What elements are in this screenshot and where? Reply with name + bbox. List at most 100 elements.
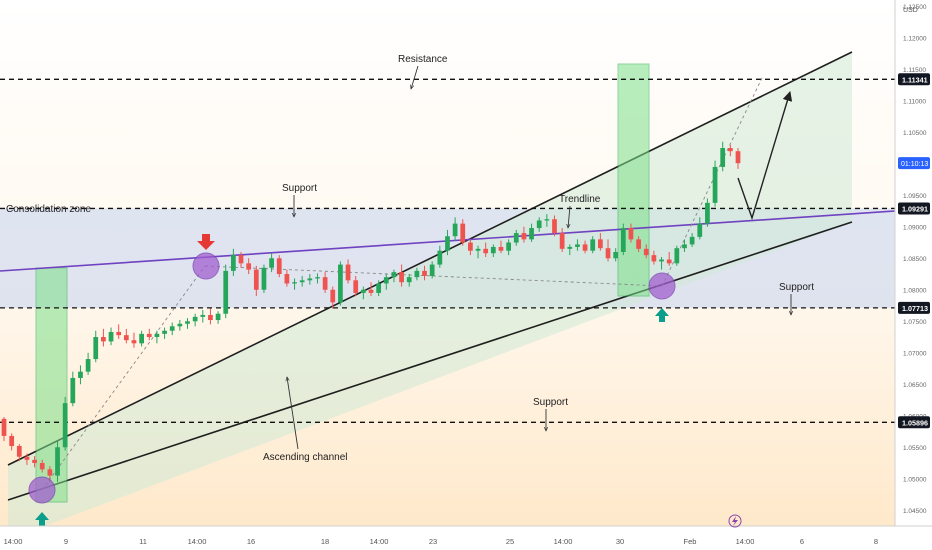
candle[interactable] xyxy=(689,233,695,247)
candle[interactable] xyxy=(292,278,297,290)
candle[interactable] xyxy=(315,273,320,284)
candle[interactable] xyxy=(674,245,680,266)
candle[interactable] xyxy=(276,255,282,278)
candle[interactable] xyxy=(284,269,290,287)
candle[interactable] xyxy=(253,265,259,297)
time-axis[interactable]: 14:00 9 11 14:00 16 18 14:00 23 25 14:00 30 Feb 14:0… xyxy=(0,525,932,550)
candle[interactable] xyxy=(529,223,534,242)
candle[interactable] xyxy=(567,244,573,256)
candle[interactable] xyxy=(506,239,511,256)
candle[interactable] xyxy=(483,242,489,258)
candle[interactable] xyxy=(39,459,45,473)
candle[interactable] xyxy=(162,327,167,339)
candle[interactable] xyxy=(437,245,443,268)
candle[interactable] xyxy=(468,239,473,256)
candle[interactable] xyxy=(368,282,374,297)
candle[interactable] xyxy=(223,264,229,319)
candle[interactable] xyxy=(391,269,397,283)
candle[interactable] xyxy=(353,275,359,297)
candle[interactable] xyxy=(720,141,726,172)
candle[interactable] xyxy=(376,280,382,297)
candle[interactable] xyxy=(345,259,351,284)
candle[interactable] xyxy=(399,264,404,287)
candle[interactable] xyxy=(1,417,7,441)
candle[interactable] xyxy=(231,248,236,276)
candle[interactable] xyxy=(659,257,664,270)
candle[interactable] xyxy=(406,274,412,287)
candle[interactable] xyxy=(383,274,389,290)
candle[interactable] xyxy=(78,365,83,385)
candle[interactable] xyxy=(261,264,267,293)
candle[interactable] xyxy=(429,261,435,279)
candle[interactable] xyxy=(651,250,657,265)
candle[interactable] xyxy=(590,236,596,254)
candle[interactable] xyxy=(452,217,458,241)
flash-icon[interactable] xyxy=(728,514,742,528)
candle[interactable] xyxy=(208,308,213,325)
candle[interactable] xyxy=(544,214,550,227)
candle[interactable] xyxy=(697,217,703,240)
candle[interactable] xyxy=(414,267,420,281)
candle[interactable] xyxy=(598,233,603,251)
candle[interactable] xyxy=(498,240,504,254)
candle[interactable] xyxy=(16,444,22,462)
candle[interactable] xyxy=(559,228,565,252)
candle[interactable] xyxy=(131,332,137,348)
candle[interactable] xyxy=(55,440,60,482)
candle[interactable] xyxy=(85,352,91,375)
candle[interactable] xyxy=(108,327,114,346)
candle[interactable] xyxy=(422,265,427,281)
candle[interactable] xyxy=(575,239,580,251)
candle[interactable] xyxy=(475,245,481,259)
candle[interactable] xyxy=(620,223,626,256)
candle[interactable] xyxy=(123,328,129,344)
candle[interactable] xyxy=(727,144,733,157)
candle[interactable] xyxy=(116,324,122,339)
candle[interactable] xyxy=(521,226,527,243)
candle[interactable] xyxy=(628,223,634,243)
candle[interactable] xyxy=(338,261,343,306)
candle[interactable] xyxy=(139,330,144,347)
candle[interactable] xyxy=(322,272,328,293)
candle[interactable] xyxy=(643,244,649,259)
candle[interactable] xyxy=(605,239,611,262)
candle[interactable] xyxy=(360,286,366,300)
candle[interactable] xyxy=(299,275,305,287)
candle[interactable] xyxy=(93,330,99,363)
candle[interactable] xyxy=(735,148,741,169)
candle[interactable] xyxy=(636,236,641,252)
candle[interactable] xyxy=(490,244,496,258)
candle[interactable] xyxy=(101,328,106,347)
candle[interactable] xyxy=(666,251,672,266)
candle[interactable] xyxy=(238,251,244,268)
candle[interactable] xyxy=(146,328,152,341)
candle[interactable] xyxy=(460,219,466,246)
candle[interactable] xyxy=(70,371,76,407)
candle[interactable] xyxy=(582,240,588,254)
candle[interactable] xyxy=(215,311,221,324)
candle[interactable] xyxy=(445,229,450,256)
candle[interactable] xyxy=(185,318,190,329)
candle[interactable] xyxy=(613,248,619,262)
candle[interactable] xyxy=(552,215,557,237)
candle[interactable] xyxy=(246,258,252,275)
candle[interactable] xyxy=(536,217,542,232)
candle[interactable] xyxy=(32,456,37,468)
candle[interactable] xyxy=(330,286,336,309)
candle[interactable] xyxy=(513,229,519,246)
candle[interactable] xyxy=(177,320,183,331)
candle[interactable] xyxy=(200,309,206,323)
candle[interactable] xyxy=(192,313,198,327)
candle[interactable] xyxy=(62,396,68,451)
candle[interactable] xyxy=(307,274,313,285)
candle[interactable] xyxy=(269,253,274,273)
candle[interactable] xyxy=(682,239,687,252)
candle[interactable] xyxy=(24,453,30,465)
candle[interactable] xyxy=(169,322,175,336)
candle[interactable] xyxy=(705,198,710,227)
candle[interactable] xyxy=(712,160,718,207)
candle[interactable] xyxy=(154,330,160,344)
candle[interactable] xyxy=(9,433,15,451)
